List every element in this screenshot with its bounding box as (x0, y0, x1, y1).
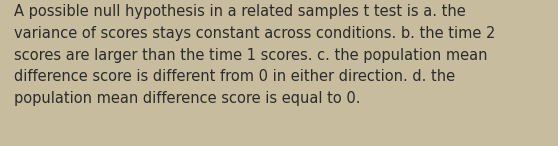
Text: A possible null hypothesis in a related samples t test is a. the
variance of sco: A possible null hypothesis in a related … (14, 4, 496, 106)
